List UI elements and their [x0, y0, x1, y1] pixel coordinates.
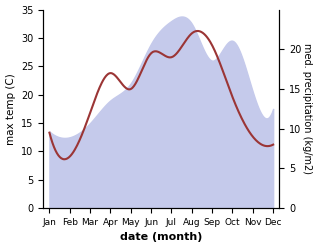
X-axis label: date (month): date (month)	[120, 232, 203, 243]
Y-axis label: med. precipitation (kg/m2): med. precipitation (kg/m2)	[302, 43, 313, 174]
Y-axis label: max temp (C): max temp (C)	[5, 73, 16, 145]
